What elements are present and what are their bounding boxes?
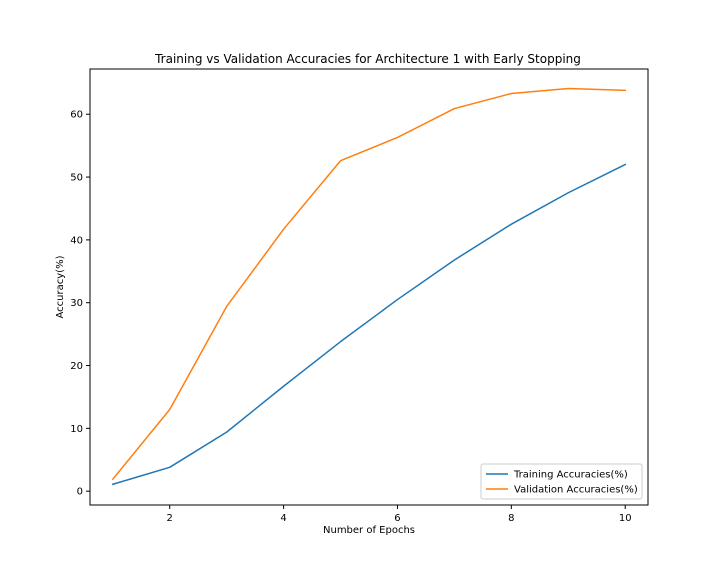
- legend-label: Training Accuracies(%): [513, 470, 628, 481]
- legend-label: Validation Accuracies(%): [514, 485, 638, 496]
- series-line-0: [111, 163, 627, 486]
- axes-layer: 2 4 6 8 10 0 10 20 30 40 50 60: [70, 110, 631, 524]
- x-tick-label: 10: [619, 513, 632, 524]
- plot-area: [90, 69, 648, 505]
- x-tick-label: 6: [394, 513, 400, 524]
- chart-title: Training vs Validation Accuracies for Ar…: [154, 52, 581, 66]
- x-tick-label: 2: [167, 513, 173, 524]
- x-tick-label: 8: [508, 513, 514, 524]
- series-line-1: [111, 87, 626, 481]
- x-tick-label: 4: [280, 513, 286, 524]
- y-tick-label: 40: [70, 235, 83, 246]
- series-layer: [111, 87, 627, 486]
- y-axis-title: Accuracy(%): [55, 255, 66, 318]
- y-tick-label: 50: [70, 173, 83, 184]
- y-tick-label: 0: [77, 487, 83, 498]
- y-tick-label: 10: [70, 424, 83, 435]
- y-tick-label: 30: [70, 298, 83, 309]
- legend: Training Accuracies(%) Validation Accurac…: [480, 463, 643, 500]
- y-tick-label: 60: [70, 110, 83, 121]
- y-tick-label: 20: [70, 361, 83, 372]
- legend-box: [480, 463, 643, 500]
- x-axis-title: Number of Epochs: [323, 525, 415, 536]
- plot-frame: [89, 68, 649, 506]
